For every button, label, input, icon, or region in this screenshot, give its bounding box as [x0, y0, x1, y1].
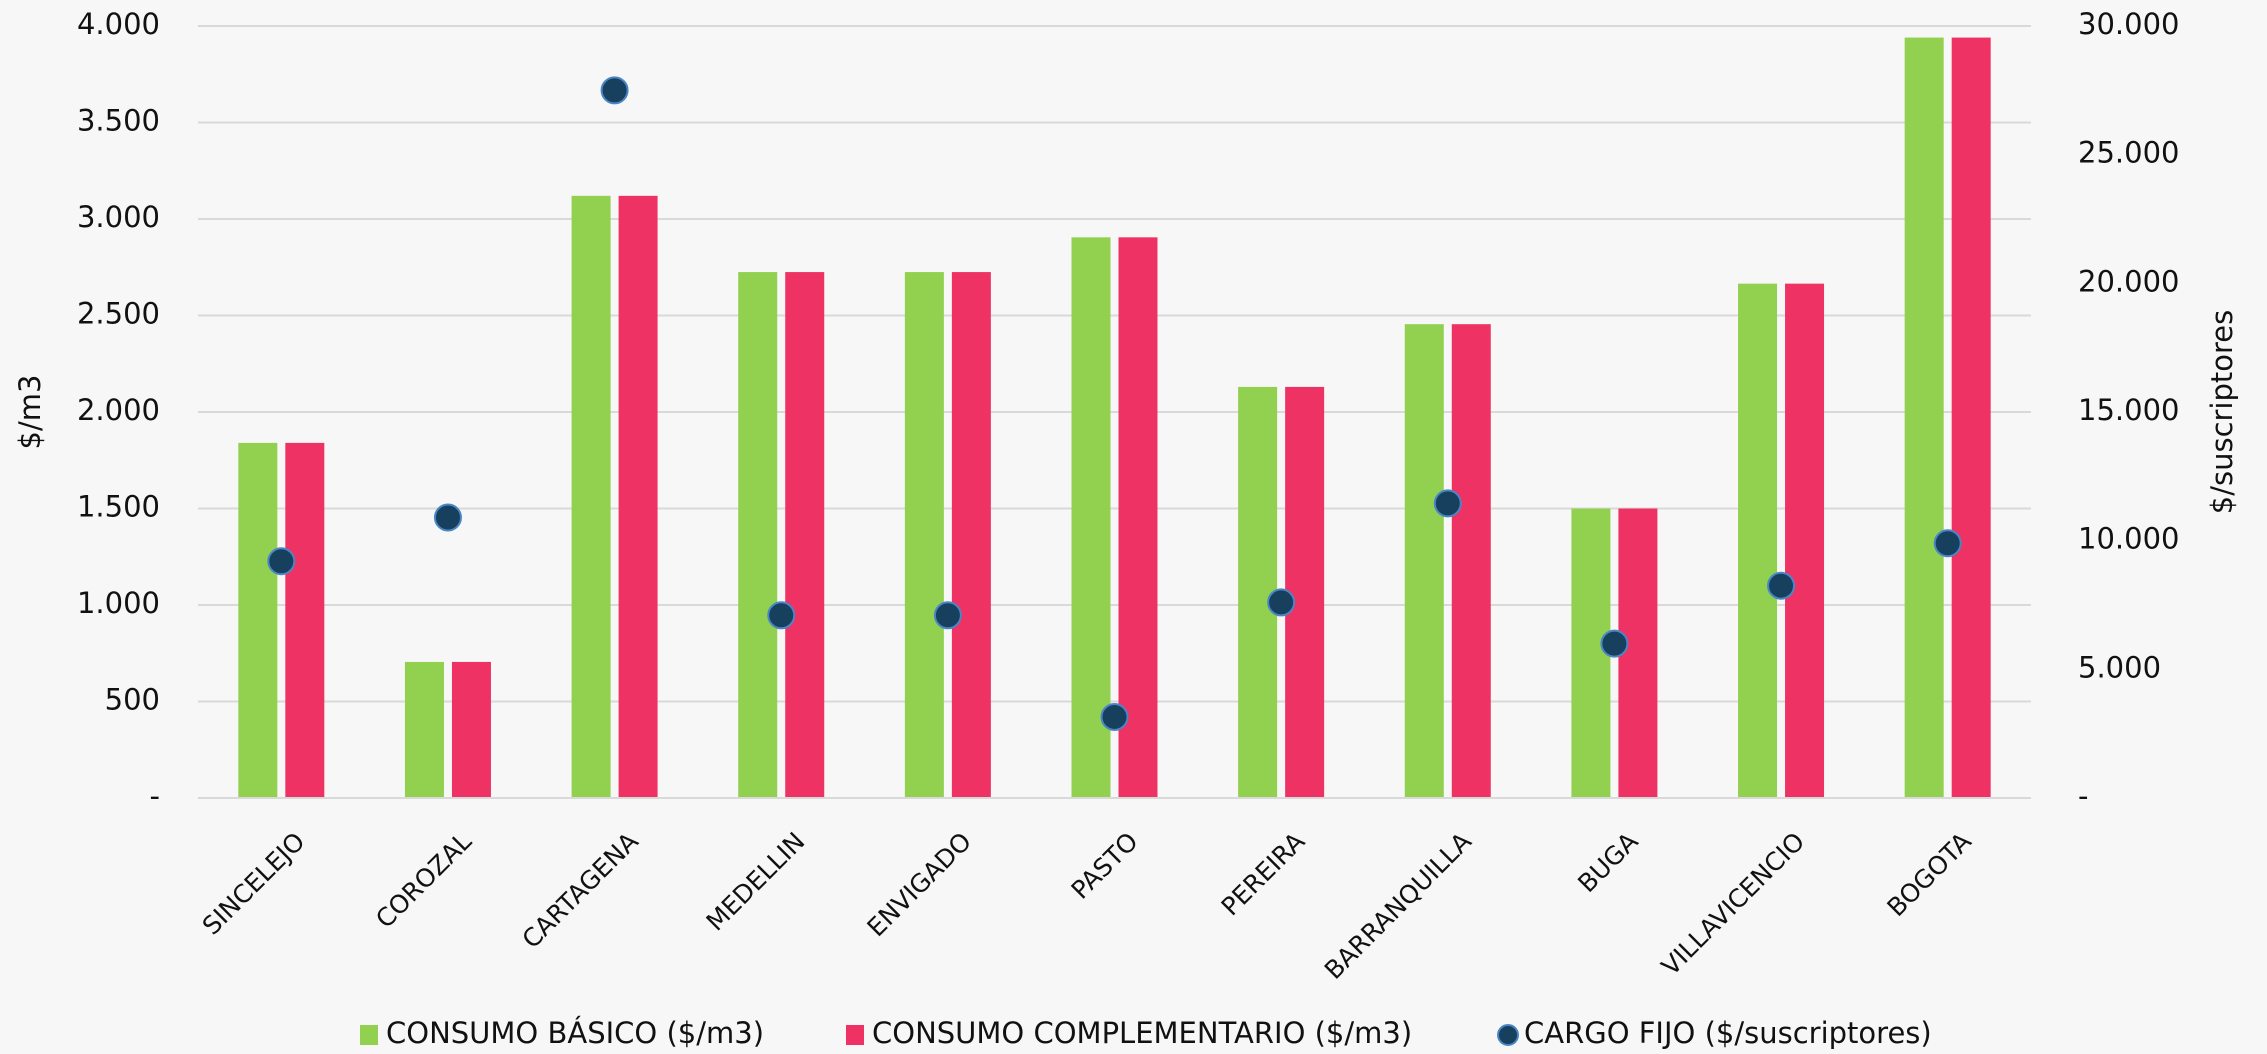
bar	[238, 442, 278, 798]
bar	[1404, 324, 1444, 798]
point	[1933, 529, 1962, 558]
bar	[1738, 283, 1778, 798]
point	[1267, 588, 1296, 617]
legend-marker	[1497, 1024, 1519, 1046]
bar	[1071, 237, 1111, 798]
point	[1100, 702, 1129, 731]
y2-tick-label: 5.000	[2078, 650, 2161, 684]
bar	[785, 272, 825, 798]
point	[1767, 571, 1796, 600]
y-tick-label: 3.000	[77, 200, 160, 234]
point	[767, 601, 796, 630]
y2-axis-title: $/suscriptores	[2205, 310, 2239, 515]
y-tick-label: -	[150, 779, 160, 813]
bar	[1785, 283, 1825, 798]
bar	[904, 272, 944, 798]
legend-marker	[846, 1025, 864, 1045]
y2-tick-label: 10.000	[2078, 522, 2179, 556]
point	[933, 601, 962, 630]
bar	[451, 661, 491, 798]
legend-label: CONSUMO COMPLEMENTARIO ($/m3)	[872, 1016, 1412, 1050]
bar	[951, 272, 991, 798]
bar	[571, 195, 611, 799]
bar	[1618, 508, 1658, 798]
bar	[1904, 37, 1944, 798]
bar	[738, 272, 778, 798]
y2-tick-label: 30.000	[2078, 7, 2179, 41]
y-tick-label: 1.000	[77, 586, 160, 620]
y-tick-label: 500	[105, 683, 160, 717]
bar	[1285, 386, 1325, 798]
bar	[285, 442, 325, 798]
bar	[1238, 386, 1278, 798]
point	[1600, 629, 1629, 658]
point	[433, 503, 462, 532]
bar	[618, 195, 658, 799]
point	[600, 76, 629, 105]
legend-label: CONSUMO BÁSICO ($/m3)	[386, 1016, 764, 1050]
y2-tick-label: 25.000	[2078, 136, 2179, 170]
y-tick-label: 2.500	[77, 297, 160, 331]
bar	[1118, 237, 1158, 798]
y-tick-label: 2.000	[77, 393, 160, 427]
y2-tick-label: -	[2078, 779, 2088, 813]
y-tick-label: 3.500	[77, 104, 160, 138]
legend-marker	[360, 1025, 378, 1045]
y-tick-label: 4.000	[77, 7, 160, 41]
legend-label: CARGO FIJO ($/suscriptores)	[1524, 1016, 1932, 1050]
bar	[1951, 37, 1991, 798]
bar	[1571, 508, 1611, 798]
y2-tick-label: 15.000	[2078, 393, 2179, 427]
y-tick-label: 1.500	[77, 490, 160, 524]
bar	[1451, 324, 1491, 798]
y-axis-title: $/m3	[13, 375, 47, 450]
y2-tick-label: 20.000	[2078, 264, 2179, 298]
bar	[404, 661, 444, 798]
point	[1433, 489, 1462, 518]
point	[267, 547, 296, 576]
